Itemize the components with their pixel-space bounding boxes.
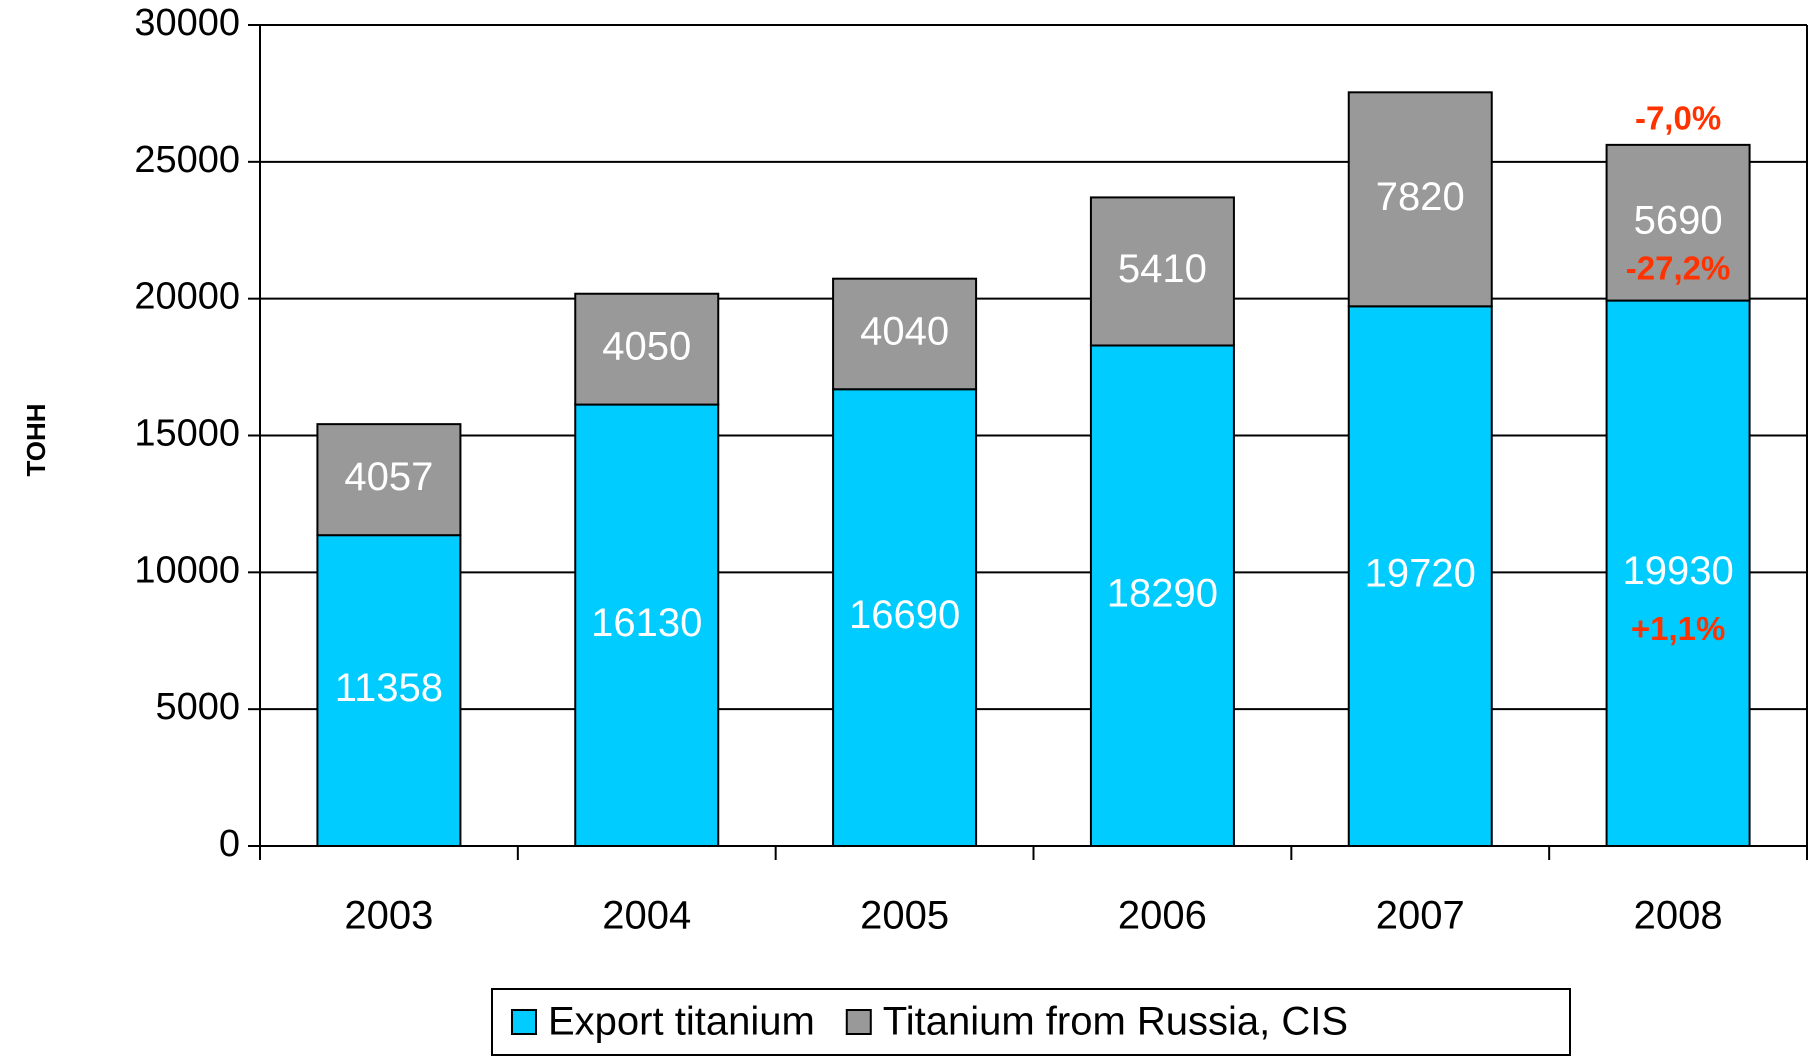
x-tick-label: 2008 [1634,894,1723,938]
x-tick-label: 2005 [860,894,949,938]
x-tick-label: 2007 [1376,894,1465,938]
bar-segment [1089,196,1235,347]
y-tick-label: 10000 [134,549,240,591]
data-label: 7820 [1376,175,1465,219]
bar-segment [1347,91,1493,308]
x-tick-label: 2004 [602,894,691,938]
legend-swatch [845,1009,872,1035]
data-label: 11358 [335,666,443,710]
y-tick-label: 15000 [134,413,240,455]
y-tick-label: 0 [219,823,240,865]
data-label: 19720 [1365,552,1476,596]
data-label: 16690 [849,593,960,637]
y-tick-label: 25000 [134,139,240,181]
bar-segment [574,403,720,847]
bar-segment [1605,143,1751,302]
annotation: +1,1% [1631,610,1726,647]
legend-box [491,988,1571,1056]
annotation: -7,0% [1635,100,1721,137]
bar-segment [316,423,462,537]
data-label: 4057 [344,455,433,499]
annotation: -27,2% [1626,249,1731,286]
legend-swatch [511,1009,537,1035]
y-tick-label: 20000 [134,276,240,318]
data-label: 4040 [860,310,949,354]
data-label: 16130 [591,601,702,645]
data-label: 18290 [1107,571,1218,615]
data-label: 4050 [602,325,691,369]
data-label: 5690 [1634,198,1723,242]
legend-label: Titanium from Russia, CIS [883,1000,1348,1044]
bar-segment [1347,305,1493,847]
bar-segment [832,388,978,847]
x-tick-label: 2003 [344,894,433,938]
bar-segment [1089,344,1235,847]
legend-label: Export titanium [548,1000,815,1044]
y-tick-label: 30000 [134,2,240,44]
data-label: 19930 [1622,549,1733,593]
bar-segment [574,292,720,406]
x-tick-label: 2006 [1118,894,1207,938]
bar-segment [832,277,978,391]
bar-segment [316,534,462,847]
data-label: 5410 [1118,247,1207,291]
y-tick-label: 5000 [155,686,240,728]
y-axis-label: ТОНН [21,403,51,476]
